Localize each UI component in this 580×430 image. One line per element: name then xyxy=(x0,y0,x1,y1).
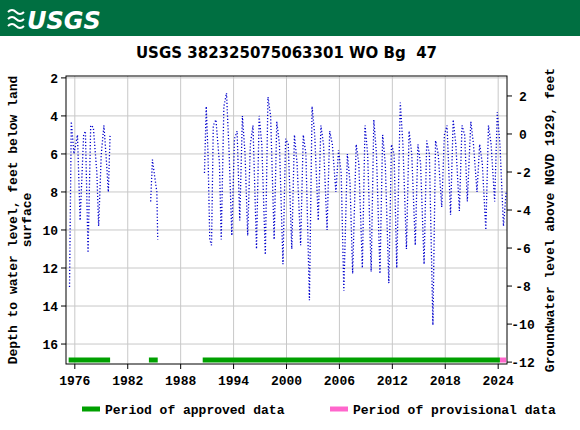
x-tick-label: 2000 xyxy=(271,374,302,389)
logo-text: USGS xyxy=(27,7,101,35)
grid-line xyxy=(286,76,287,364)
tick xyxy=(445,364,446,369)
tick xyxy=(61,77,66,78)
period-bar xyxy=(149,358,158,363)
x-tick-label: 2006 xyxy=(324,374,355,389)
y2-tick-label: -4 xyxy=(515,204,531,219)
y-tick-label: 2 xyxy=(50,72,58,87)
period-bar xyxy=(500,358,506,363)
y-axis-label: surface xyxy=(20,192,35,247)
ticks xyxy=(61,78,512,369)
header-bar xyxy=(0,0,580,36)
tick xyxy=(61,229,66,230)
x-tick-label: 2024 xyxy=(483,374,514,389)
tick xyxy=(180,364,181,369)
tick xyxy=(498,364,499,369)
legend-label: Period of approved data xyxy=(105,403,285,418)
y2-axis-label: Groundwater level above NGVD 1929, feet xyxy=(543,68,558,372)
x-tick-label: 1988 xyxy=(165,374,196,389)
grid-line xyxy=(127,76,128,364)
grid-line xyxy=(180,76,181,364)
tick xyxy=(61,115,66,116)
grid-line xyxy=(339,76,340,364)
y2-tick-label: -6 xyxy=(515,242,531,257)
chart: USGS USGS 382325075063301 WO Bg 47 2 4 6 8 10 1… xyxy=(0,0,580,430)
grid xyxy=(66,76,507,364)
tick xyxy=(61,344,66,345)
tick xyxy=(339,364,340,369)
y-tick-label: 6 xyxy=(50,148,58,163)
logo-wave xyxy=(8,17,24,21)
y2-tick-label: -8 xyxy=(515,280,531,295)
tick xyxy=(507,172,512,173)
tick xyxy=(507,133,512,134)
grid-line xyxy=(445,76,446,364)
y2-tick-label: -2 xyxy=(515,166,531,181)
tick xyxy=(286,364,287,369)
y-tick-label: 10 xyxy=(42,224,58,239)
y-tick-label: 16 xyxy=(42,338,58,353)
tick xyxy=(61,191,66,192)
tick xyxy=(233,364,234,369)
y-tick-label: 12 xyxy=(42,262,58,277)
y-tick-label: 4 xyxy=(50,110,58,125)
tick xyxy=(61,268,66,269)
plot-frame xyxy=(66,76,507,364)
x-tick-label: 2012 xyxy=(377,374,408,389)
x-tick-label: 2018 xyxy=(430,374,461,389)
series-line xyxy=(70,93,507,325)
period-bar xyxy=(69,358,110,363)
tick xyxy=(127,364,128,369)
tick xyxy=(507,248,512,249)
grid-line xyxy=(392,76,393,364)
tick xyxy=(507,210,512,211)
tick xyxy=(392,364,393,369)
title: USGS 382325075063301 WO Bg 47 xyxy=(136,44,437,62)
y2-tick-label: 0 xyxy=(519,128,527,143)
data-group xyxy=(69,93,506,360)
grid-line xyxy=(233,76,234,364)
y-tick-label: 8 xyxy=(50,186,58,201)
tick xyxy=(74,364,75,369)
y-tick-label: 14 xyxy=(42,300,58,315)
grid-line xyxy=(74,76,75,364)
x-tick-label: 1982 xyxy=(112,374,143,389)
x-tick-label: 1976 xyxy=(59,374,90,389)
tick xyxy=(61,153,66,154)
legend-swatch xyxy=(330,407,348,412)
tick xyxy=(507,95,512,96)
logo-waves xyxy=(8,10,24,28)
y-axis-label: Depth to water level, feet below land xyxy=(6,76,21,365)
y2-tick-label: -10 xyxy=(511,318,535,333)
legend-swatch xyxy=(82,407,100,412)
x-tick-label: 1994 xyxy=(218,374,249,389)
y2-tick-label: -12 xyxy=(511,356,535,371)
legend: Period of approved data Period of provisi… xyxy=(82,403,556,418)
y2-tick-label: 2 xyxy=(519,90,527,105)
period-bar xyxy=(203,358,500,363)
legend-label: Period of provisional data xyxy=(353,403,556,418)
grid-line xyxy=(498,76,499,364)
logo-wave xyxy=(8,24,24,28)
tick xyxy=(61,306,66,307)
tick xyxy=(507,286,512,287)
logo-wave xyxy=(8,10,24,14)
